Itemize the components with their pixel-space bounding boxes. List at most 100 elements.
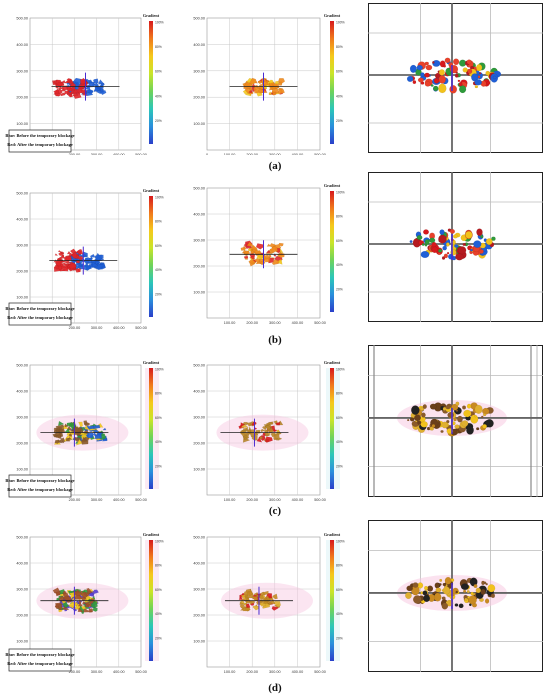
particle <box>476 427 480 431</box>
particle <box>442 586 451 595</box>
particle <box>439 229 445 235</box>
particle <box>427 585 434 592</box>
closeup-view <box>368 520 543 672</box>
particle <box>54 260 61 266</box>
particle <box>463 589 467 593</box>
particle <box>239 601 245 605</box>
colorbar-tick-label: 60% <box>155 588 162 592</box>
colorbar-tick-label: 100% <box>155 368 164 372</box>
particle <box>90 253 96 258</box>
particle <box>409 417 415 422</box>
particle <box>57 250 63 253</box>
closeup-panel-d <box>368 520 543 672</box>
particle <box>94 254 102 260</box>
particle <box>78 601 82 604</box>
y-tick-label: 200.00 <box>16 270 28 274</box>
crosshair-icon <box>51 72 120 101</box>
particle <box>474 79 482 86</box>
particle <box>92 432 98 437</box>
x-tick-label: 500.00 <box>135 326 147 330</box>
particle <box>75 438 83 446</box>
particle <box>93 78 99 84</box>
particle <box>240 246 246 251</box>
particle <box>239 604 245 609</box>
colorbar-tick-label: 60% <box>155 70 162 74</box>
y-tick-label: 200.00 <box>16 614 28 618</box>
colorbar-tick-label: 40% <box>155 440 162 444</box>
colorbar-title: Gradient <box>143 360 160 365</box>
particle <box>81 440 89 445</box>
particle <box>264 436 273 443</box>
colorbar-tick-label: 100% <box>336 191 345 195</box>
particle <box>54 439 60 444</box>
particle <box>480 235 484 239</box>
particle <box>244 606 251 612</box>
particle <box>62 605 70 611</box>
subfigure-label-d: (d) <box>268 682 282 694</box>
legend-line-1: Blue: Before the temporary blockage <box>5 478 74 483</box>
particle <box>68 433 73 437</box>
colorbar-tick-label: 100% <box>155 21 164 25</box>
colorbar-tick-label: 80% <box>155 45 162 49</box>
chart-panel-a-mid: 500.00 400.00 300.00 200.00 100.00 0 100.00 200… <box>190 3 355 155</box>
particle <box>76 249 84 255</box>
particle <box>420 250 430 259</box>
closeup-view <box>368 345 543 497</box>
particle <box>87 425 95 430</box>
particle <box>476 228 483 236</box>
particle <box>429 237 436 244</box>
particle <box>246 591 253 597</box>
particle <box>85 89 92 94</box>
particle <box>84 424 90 431</box>
legend-box: Blue: Before the temporary blockage Red: … <box>5 648 75 672</box>
particle <box>460 583 470 590</box>
particle <box>442 406 447 411</box>
legend-line-2: Red: After the temporary blockage <box>7 315 73 320</box>
y-tick-label: 100.00 <box>193 122 205 126</box>
colorbar-title: Gradient <box>324 13 341 18</box>
particle <box>275 258 283 265</box>
particle <box>453 58 460 66</box>
particle <box>442 582 447 587</box>
cluster-1 <box>238 588 281 612</box>
colorbar-tick-label: 20% <box>155 292 162 296</box>
particle <box>462 405 467 410</box>
particle <box>467 68 473 74</box>
colorbar-tick-label: 100% <box>336 21 345 25</box>
particle <box>441 596 446 601</box>
particle <box>417 77 424 83</box>
x-tick-label: 400.00 <box>292 670 304 674</box>
colorbar-tick-label: 40% <box>155 612 162 616</box>
colorbar-tick-label: 60% <box>336 70 343 74</box>
particle <box>474 85 479 89</box>
particle <box>474 414 477 418</box>
y-tick-label: 100.00 <box>193 291 205 295</box>
particle <box>75 87 83 94</box>
particle <box>75 441 79 445</box>
particle <box>471 73 479 82</box>
x-tick-label: 100.00 <box>224 153 236 155</box>
y-tick-label: 300.00 <box>16 244 28 248</box>
x-tick-label: 300.00 <box>269 498 281 502</box>
particle <box>441 256 446 260</box>
particle <box>92 607 98 612</box>
particle <box>424 239 430 245</box>
particle <box>457 415 463 423</box>
particle <box>69 81 74 85</box>
colorbar-tick-label: 20% <box>155 636 162 640</box>
particle <box>68 262 77 270</box>
particle <box>458 82 463 87</box>
colorbar-tick-label: 20% <box>336 464 343 468</box>
particle <box>93 86 101 93</box>
particle <box>70 252 78 258</box>
particle <box>55 424 65 430</box>
particle <box>434 582 440 589</box>
colorbar <box>330 21 334 144</box>
colorbar-tick-label: 100% <box>155 196 164 200</box>
particle <box>484 598 490 604</box>
particle <box>271 593 278 600</box>
particle <box>78 421 83 427</box>
closeup-panel-b <box>368 172 543 322</box>
particle <box>239 430 248 437</box>
x-tick-label: 500.00 <box>135 670 147 674</box>
